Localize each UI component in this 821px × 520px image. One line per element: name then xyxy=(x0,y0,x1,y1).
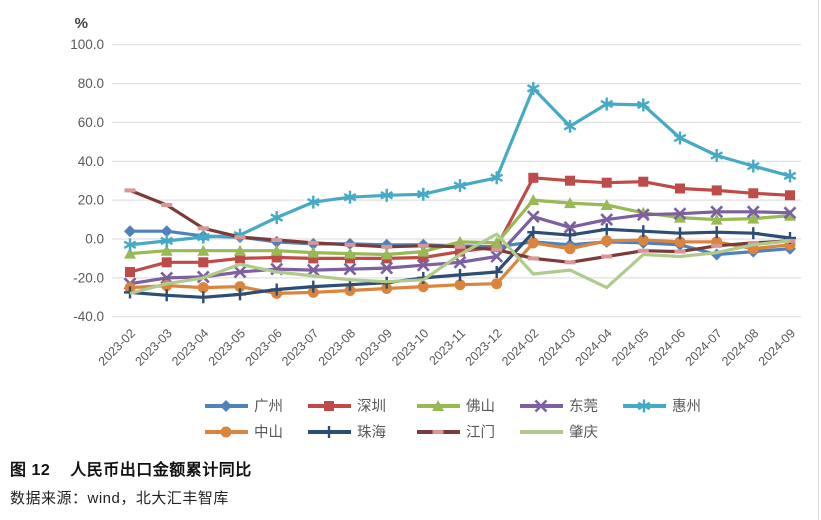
legend-label-zhaoqing: 肇庆 xyxy=(569,424,598,441)
legend-item-dongguan: 东莞 xyxy=(520,398,598,415)
legend-label-huizhou: 惠州 xyxy=(672,398,701,415)
y-axis-tick-label: -20.0 xyxy=(73,270,104,285)
legend-item-huizhou: 惠州 xyxy=(623,398,701,415)
x-axis-tick-label: 2023-12 xyxy=(462,326,504,368)
x-axis-tick-label: 2024-07 xyxy=(682,326,724,368)
x-axis-tick-label: 2023-04 xyxy=(169,326,211,368)
x-axis-tick-label: 2024-02 xyxy=(499,326,541,368)
legend-item-guangzhou: 广州 xyxy=(205,398,283,415)
x-axis-tick-label: 2023-02 xyxy=(96,326,138,368)
x-axis-tick-label: 2024-04 xyxy=(572,326,614,368)
legend-item-foshan: 佛山 xyxy=(417,398,495,415)
figure-caption: 图 12 人民币出口金额累计同比 xyxy=(10,456,252,480)
legend-label-jiangmen: 江门 xyxy=(466,424,495,441)
series-huizhou xyxy=(123,81,797,252)
page-edge-divider xyxy=(818,0,819,520)
legend-label-guangzhou: 广州 xyxy=(254,398,283,415)
y-axis-tick-label: 80.0 xyxy=(78,76,104,91)
x-axis-tick-label: 2024-03 xyxy=(536,326,578,368)
x-axis-tick-label: 2023-09 xyxy=(352,326,394,368)
legend-item-jiangmen: 江门 xyxy=(417,424,495,441)
y-axis-tick-label: 100.0 xyxy=(70,37,104,52)
x-axis-tick-label: 2024-08 xyxy=(719,326,761,368)
series-zhaoqing xyxy=(129,232,791,295)
x-axis-tick-label: 2024-09 xyxy=(756,326,798,368)
legend-label-dongguan: 东莞 xyxy=(569,398,598,415)
figure-source: 数据来源：wind，北大汇丰智库 xyxy=(10,490,229,507)
legend-item-zhongshan: 中山 xyxy=(205,424,283,441)
x-axis-tick-label: 2023-11 xyxy=(426,326,468,368)
legend-label-zhuhai: 珠海 xyxy=(357,424,386,441)
x-axis-tick-label: 2023-05 xyxy=(206,326,248,368)
legend-label-zhongshan: 中山 xyxy=(254,424,283,441)
x-axis-tick-label: 2023-03 xyxy=(132,326,174,368)
y-axis-tick-label: 60.0 xyxy=(78,115,104,130)
x-axis-tick-label: 2024-06 xyxy=(646,326,688,368)
legend-item-shenzhen: 深圳 xyxy=(308,398,386,415)
y-axis-tick-label: 40.0 xyxy=(78,154,104,169)
y-axis-tick-label: 20.0 xyxy=(78,193,104,208)
y-axis-unit-label: % xyxy=(75,15,88,32)
y-axis-tick-label: 0.0 xyxy=(85,232,104,247)
x-axis-tick-label: 2024-05 xyxy=(609,326,651,368)
legend-label-foshan: 佛山 xyxy=(466,398,495,415)
legend-item-zhuhai: 珠海 xyxy=(308,424,386,441)
x-axis-tick-label: 2023-06 xyxy=(242,326,284,368)
line-chart: 100.0 80.0 60.0 40.0 20.0 0.0 -20.0 -40.0% 2023-… xyxy=(70,15,801,441)
figure-title: 人民币出口金额累计同比 xyxy=(70,462,252,479)
legend-label-shenzhen: 深圳 xyxy=(357,398,386,415)
x-axis-tick-label: 2023-07 xyxy=(279,326,321,368)
x-axis-tick-label: 2023-08 xyxy=(316,326,358,368)
figure-number: 图 12 xyxy=(10,462,51,479)
legend-item-zhaoqing: 肇庆 xyxy=(520,424,598,441)
x-axis-tick-label: 2023-10 xyxy=(389,326,431,368)
y-axis-tick-label: -40.0 xyxy=(73,309,104,324)
